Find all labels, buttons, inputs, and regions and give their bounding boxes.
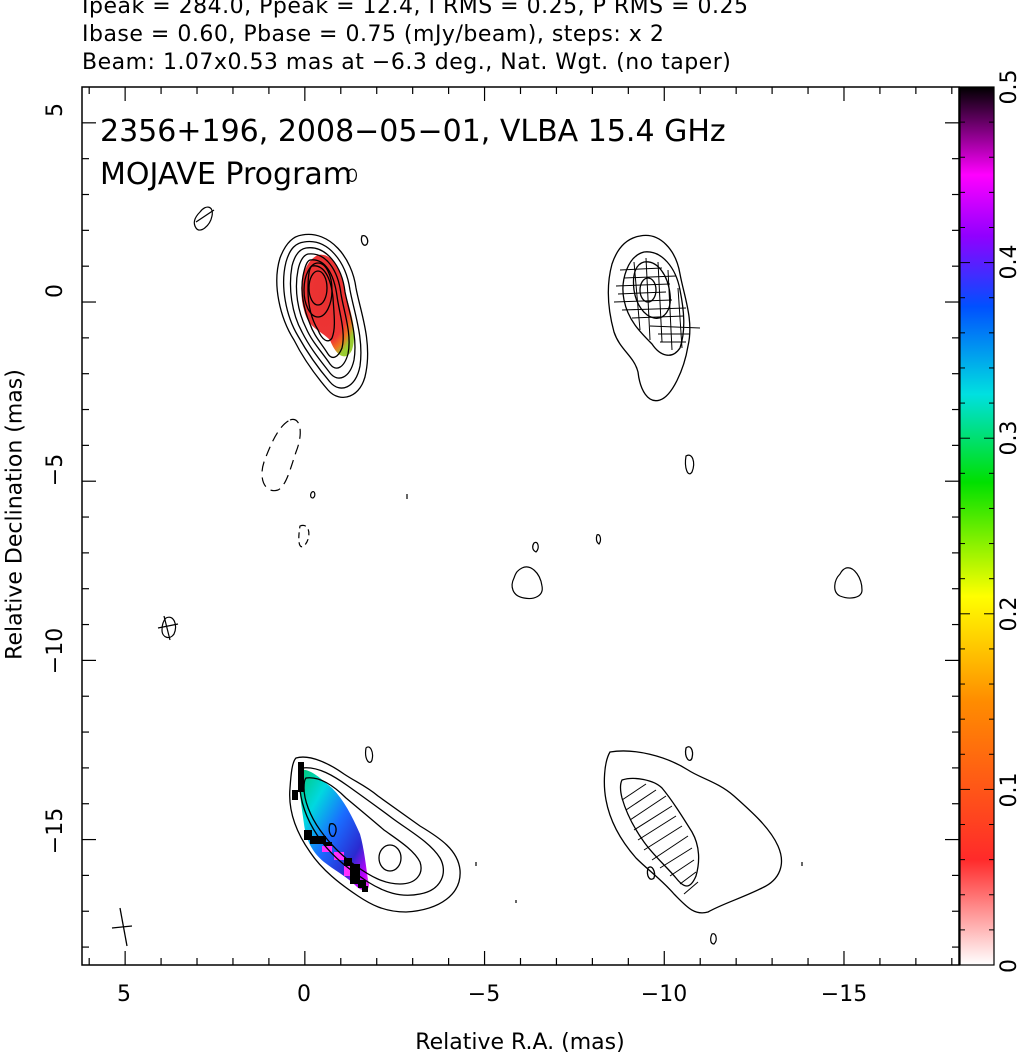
core-polarization-panel xyxy=(607,234,701,402)
colorbar-tick-label: 0 xyxy=(997,959,1022,973)
core-fracpol-color xyxy=(301,254,355,357)
x-tick-labels: 5 0 −5 −10 −15 xyxy=(117,982,867,1007)
jet-contour xyxy=(298,767,444,896)
small-contour xyxy=(195,209,215,223)
small-contour xyxy=(365,746,374,763)
pol-contour xyxy=(619,777,700,887)
beam-indicator xyxy=(111,907,133,947)
program-annotation: MOJAVE Program xyxy=(100,157,352,192)
jet-contour xyxy=(289,756,461,913)
jet-intensity-panel xyxy=(289,756,461,913)
jet-polarization-panel xyxy=(603,746,783,914)
x-tick-label: 0 xyxy=(297,982,311,1007)
colorbar: 0 0.1 0.2 0.3 0.4 0.5 xyxy=(959,70,1022,973)
y-tick-label: −15 xyxy=(43,808,68,854)
y-tick-label: 0 xyxy=(43,284,68,298)
header-beam-line: Beam: 1.07x0.53 mas at −6.3 deg., Nat. W… xyxy=(82,50,732,75)
x-tick-label: −15 xyxy=(821,982,867,1007)
small-contour xyxy=(511,566,543,600)
x-tick-label: 5 xyxy=(117,982,131,1007)
evpa-sticks xyxy=(621,783,699,895)
colorbar-tick-label: 0.4 xyxy=(997,245,1022,280)
plot-frame xyxy=(81,86,960,966)
small-contour xyxy=(710,933,717,945)
small-contour xyxy=(310,491,316,499)
axis-ticks xyxy=(82,87,959,965)
negative-contour xyxy=(261,418,301,492)
jet-contour xyxy=(378,844,402,872)
pol-contour xyxy=(603,750,783,914)
y-tick-label: −5 xyxy=(43,454,68,486)
small-contour xyxy=(532,541,539,553)
colorbar-tick-label: 0.5 xyxy=(997,70,1022,105)
core-contour xyxy=(308,270,328,306)
core-contour xyxy=(301,259,344,359)
colorbar-gradient xyxy=(959,86,995,966)
header-base-levels-line: Ibase = 0.60, Pbase = 0.75 (mJy/beam), s… xyxy=(82,22,665,47)
y-tick-label: 5 xyxy=(43,103,68,117)
pol-contour xyxy=(622,251,685,356)
colorbar-ticks xyxy=(960,86,994,966)
small-contour xyxy=(157,623,179,629)
jet-contour xyxy=(303,777,422,885)
small-contour xyxy=(646,866,656,880)
y-tick-label: −10 xyxy=(43,628,68,674)
core-contour xyxy=(276,233,369,398)
core-contour xyxy=(303,262,333,318)
source-annotation: 2356+196, 2008−05−01, VLBA 15.4 GHz xyxy=(100,114,726,149)
small-contour xyxy=(684,454,695,475)
small-contour xyxy=(161,616,177,639)
y-tick-labels: 5 0 −5 −10 −15 xyxy=(43,103,68,854)
evpa-sticks xyxy=(613,257,701,351)
jet-fracpol-high-pixels xyxy=(292,762,368,892)
colorbar-tick-label: 0.3 xyxy=(997,421,1022,456)
colorbar-tick-label: 0.2 xyxy=(997,597,1022,632)
x-tick-label: −5 xyxy=(468,982,500,1007)
small-contour xyxy=(360,234,369,246)
small-contour xyxy=(684,746,694,762)
small-contour xyxy=(347,168,357,182)
pol-contour xyxy=(607,234,691,402)
y-axis-label: Relative Declination (mas) xyxy=(2,369,28,660)
core-contour xyxy=(289,247,356,379)
small-contour xyxy=(163,615,171,641)
core-intensity-panel xyxy=(276,233,369,398)
core-contour xyxy=(283,240,362,389)
colorbar-tick-label: 0.1 xyxy=(997,773,1022,808)
small-contour xyxy=(834,567,863,599)
x-axis-label: Relative R.A. (mas) xyxy=(415,1030,625,1055)
core-contour xyxy=(295,253,350,369)
x-tick-label: −10 xyxy=(641,982,687,1007)
jet-contour xyxy=(328,823,337,837)
small-contour xyxy=(595,534,602,545)
noise-contours xyxy=(157,168,863,945)
small-contour xyxy=(193,206,213,231)
header-stats-line: Ipeak = 284.0, Ppeak = 12.4, I RMS = 0.2… xyxy=(82,0,749,19)
negative-contour xyxy=(298,524,310,548)
